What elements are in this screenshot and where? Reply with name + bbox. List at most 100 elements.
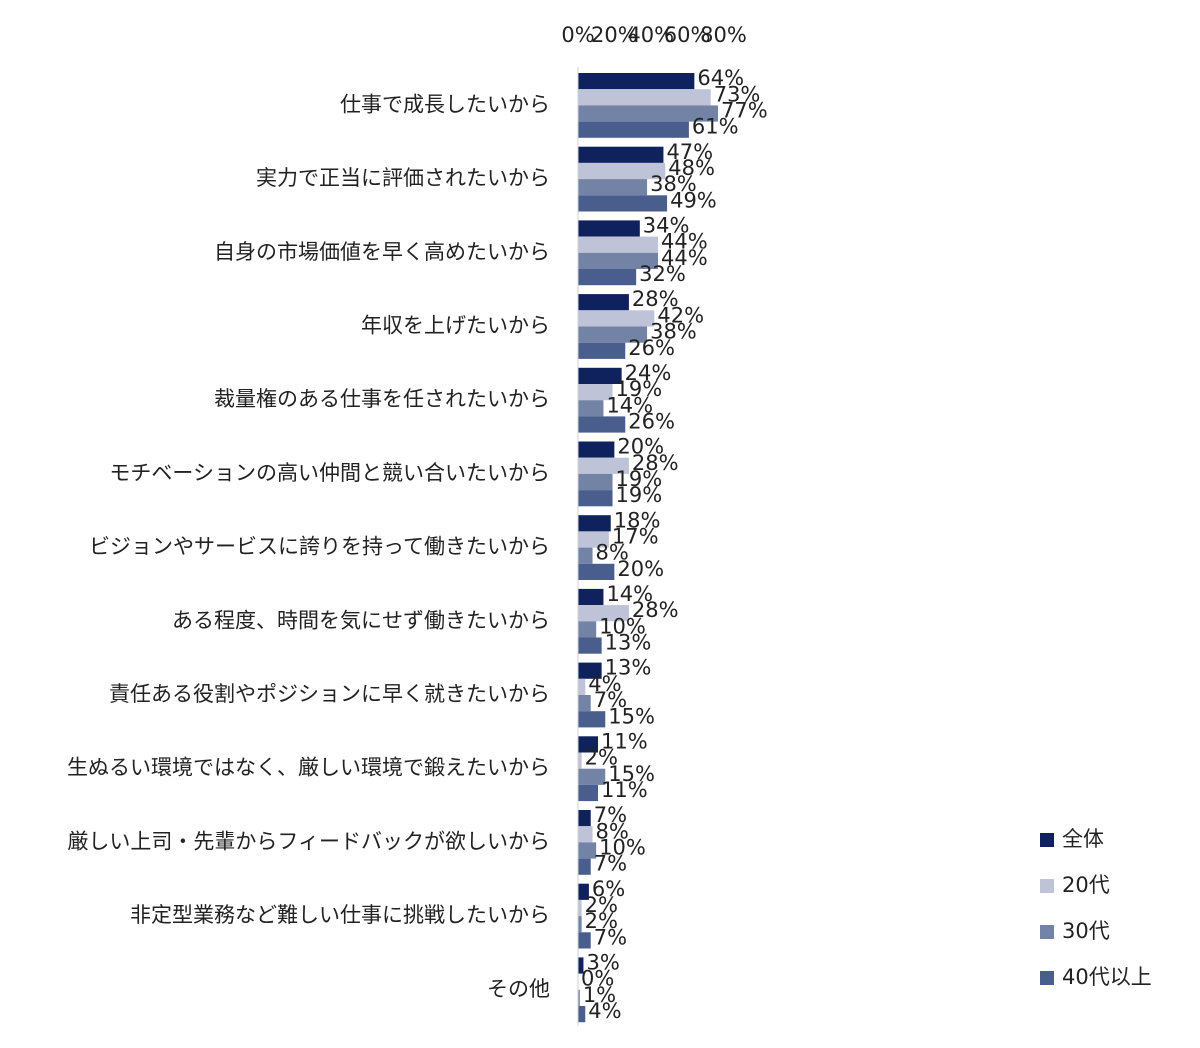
value-label: 7% <box>594 688 627 712</box>
value-label: 7% <box>594 803 627 827</box>
value-label: 14% <box>606 582 653 606</box>
value-label: 10% <box>599 614 646 638</box>
bar <box>578 416 626 433</box>
bar <box>578 563 615 580</box>
legend: 全体 20代 30代 40代以上 <box>1040 827 1152 989</box>
value-label: 42% <box>657 303 704 327</box>
category-label: その他 <box>487 977 550 1001</box>
legend-swatch <box>1040 971 1054 985</box>
value-label: 34% <box>643 214 690 238</box>
bar <box>578 842 597 859</box>
value-label: 19% <box>616 467 663 491</box>
bar <box>578 384 613 401</box>
value-label: 44% <box>661 246 708 270</box>
category-labels: 仕事で成長したいから実力で正当に評価されたいから自身の市場価値を早く高めたいから… <box>67 92 550 1000</box>
category-label: 非定型業務など難しい仕事に挑戦したいから <box>130 903 550 927</box>
bar <box>578 588 604 606</box>
legend-swatch <box>1040 833 1054 847</box>
category-label: 実力で正当に評価されたいから <box>256 166 550 190</box>
value-label: 73% <box>714 82 761 106</box>
category-label: モチベーションの高い仲間と競い合いたいから <box>109 461 550 485</box>
value-label: 28% <box>632 598 679 622</box>
category-label: 厳しい上司・先輩からフィードバックが欲しいから <box>67 829 550 853</box>
bar <box>578 473 613 491</box>
category-label: 責任ある役割やポジションに早く就きたいから <box>109 682 550 706</box>
bar <box>578 367 622 384</box>
legend-label: 30代 <box>1062 919 1110 943</box>
bar <box>578 342 626 359</box>
bar <box>578 621 597 638</box>
x-tick-label: 80% <box>700 23 747 47</box>
value-label: 13% <box>605 656 652 680</box>
legend-swatch <box>1040 879 1054 893</box>
value-label: 28% <box>632 451 679 475</box>
bar <box>578 899 582 917</box>
category-label: 裁量権のある仕事を任されたいから <box>214 387 550 411</box>
value-label: 64% <box>697 66 744 90</box>
bar <box>578 457 629 474</box>
value-label: 2% <box>585 746 618 770</box>
value-label: 17% <box>612 525 659 549</box>
value-label: 4% <box>588 672 621 696</box>
value-label: 77% <box>721 99 768 123</box>
value-label: 24% <box>625 361 672 385</box>
x-tick-label: 20% <box>591 23 638 47</box>
bar <box>578 490 613 507</box>
category-label: 生ぬるい環境ではなく、厳しい環境で鍛えたいから <box>67 756 550 780</box>
value-label: 32% <box>639 262 686 286</box>
bars <box>578 73 718 1023</box>
bar <box>578 515 611 532</box>
value-label: 19% <box>616 483 663 507</box>
legend-label: 20代 <box>1062 873 1110 897</box>
bar <box>578 916 582 933</box>
bar <box>578 810 591 827</box>
bar <box>578 441 615 458</box>
bar <box>578 294 629 311</box>
value-label: 18% <box>614 508 661 532</box>
legend-label: 全体 <box>1062 827 1104 851</box>
bar <box>578 736 598 753</box>
legend-swatch <box>1040 925 1054 939</box>
bar <box>578 105 718 122</box>
bar <box>578 989 580 1006</box>
value-label: 3% <box>586 951 619 975</box>
value-label: 47% <box>666 140 713 164</box>
category-label: 仕事で成長したいから <box>340 92 550 116</box>
value-label: 44% <box>661 230 708 254</box>
bar <box>578 310 655 327</box>
x-tick-label: 60% <box>664 23 711 47</box>
x-axis-ticks: 0%20%40%60%80% <box>561 23 746 47</box>
bar <box>578 89 711 106</box>
bar <box>578 768 606 785</box>
bar <box>578 400 604 417</box>
value-label: 11% <box>601 778 648 802</box>
value-label: 6% <box>592 877 625 901</box>
value-label: 14% <box>606 393 653 417</box>
value-label: 48% <box>668 156 715 180</box>
value-label: 20% <box>617 557 664 581</box>
bar <box>578 883 589 900</box>
bar <box>578 678 586 695</box>
value-label: 38% <box>650 320 697 344</box>
bar <box>578 252 658 269</box>
value-label: 7% <box>594 852 627 876</box>
bar <box>578 220 640 237</box>
value-label: 2% <box>585 909 618 933</box>
value-label: 61% <box>692 115 739 139</box>
bar <box>578 73 695 90</box>
value-label: 26% <box>628 410 675 434</box>
value-label: 8% <box>596 541 629 565</box>
category-label: 年収を上げたいから <box>361 314 550 338</box>
value-label: 15% <box>608 704 655 728</box>
x-tick-label: 0% <box>561 23 594 47</box>
bar <box>578 784 598 802</box>
value-label: 4% <box>588 999 621 1023</box>
value-label: 28% <box>632 287 679 311</box>
value-label: 19% <box>616 377 663 401</box>
value-label: 0% <box>581 967 614 991</box>
value-label: 20% <box>617 435 664 459</box>
bar <box>578 752 582 769</box>
category-label: 自身の市場価値を早く高めたいから <box>214 240 550 264</box>
value-label: 38% <box>650 172 697 196</box>
